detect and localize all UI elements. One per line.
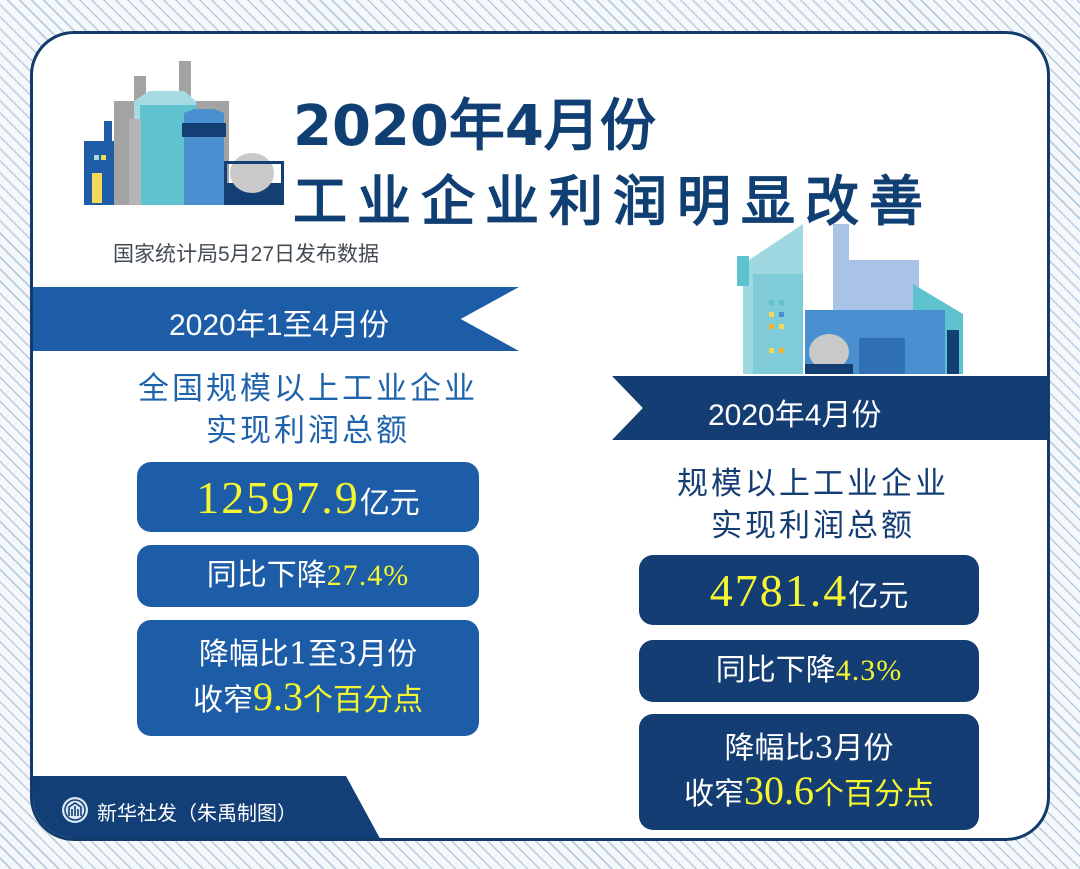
right-narrow-line1: 降幅比3月份 xyxy=(724,731,894,766)
right-profit-box: 4781.4亿元 xyxy=(639,555,979,625)
right-yoy-box: 同比下降4.3% xyxy=(639,640,979,702)
page-title-line2: 工业企业利润明显改善 xyxy=(293,170,933,233)
right-heading-line2: 实现利润总额 xyxy=(711,508,915,544)
left-yoy-box: 同比下降27.4% xyxy=(137,545,479,607)
right-yoy-label: 同比下降 xyxy=(715,653,836,688)
right-heading: 规模以上工业企业 实现利润总额 xyxy=(643,463,983,547)
right-narrow-prefix: 收窄 xyxy=(684,777,744,812)
factory-illustration-icon xyxy=(84,61,284,205)
page-title-line1: 2020年4月份 xyxy=(293,94,656,159)
right-heading-line1: 规模以上工业企业 xyxy=(677,466,949,502)
left-narrow-box: 降幅比1至3月份 收窄9.3个百分点 xyxy=(137,620,479,736)
footer-credit-bar: 新华社发（朱禹制图） xyxy=(33,776,383,838)
period-label-apr: 2020年4月份 xyxy=(708,399,882,432)
right-narrow-suffix: 个百分点 xyxy=(814,777,934,812)
left-narrow-suffix: 个百分点 xyxy=(303,683,423,718)
left-profit-unit: 亿元 xyxy=(359,485,420,521)
left-narrow-prefix: 收窄 xyxy=(193,683,253,718)
right-profit-unit: 亿元 xyxy=(848,578,909,614)
period-ribbon-apr: 2020年4月份 xyxy=(612,376,1047,440)
left-narrow-value: 9.3 xyxy=(253,674,303,719)
left-profit-box: 12597.9亿元 xyxy=(137,462,479,532)
left-heading: 全国规模以上工业企业 实现利润总额 xyxy=(113,368,503,452)
left-heading-line2: 实现利润总额 xyxy=(206,413,410,449)
right-narrow-value: 30.6 xyxy=(744,768,814,813)
right-narrow-box: 降幅比3月份 收窄30.6个百分点 xyxy=(639,714,979,830)
footer-credit-text: 新华社发（朱禹制图） xyxy=(97,803,297,825)
xinhua-logo-icon xyxy=(62,797,88,823)
data-source-note: 国家统计局5月27日发布数据 xyxy=(113,243,380,266)
infographic-card: 2020年4月份 工业企业利润明显改善 国家统计局5月27日发布数据 2020年… xyxy=(30,31,1050,841)
right-yoy-value: 4.3% xyxy=(835,654,903,687)
left-yoy-label: 同比下降 xyxy=(206,558,327,593)
left-narrow-line1: 降幅比1至3月份 xyxy=(198,637,418,672)
right-profit-value: 4781.4 xyxy=(709,564,849,616)
period-ribbon-jan-apr: 2020年1至4月份 xyxy=(33,287,519,351)
left-heading-line1: 全国规模以上工业企业 xyxy=(138,371,478,407)
period-label-jan-apr: 2020年1至4月份 xyxy=(169,309,390,342)
left-profit-value: 12597.9 xyxy=(196,471,360,523)
factory-illustration-right-icon xyxy=(737,224,963,374)
left-yoy-value: 27.4% xyxy=(326,559,410,592)
